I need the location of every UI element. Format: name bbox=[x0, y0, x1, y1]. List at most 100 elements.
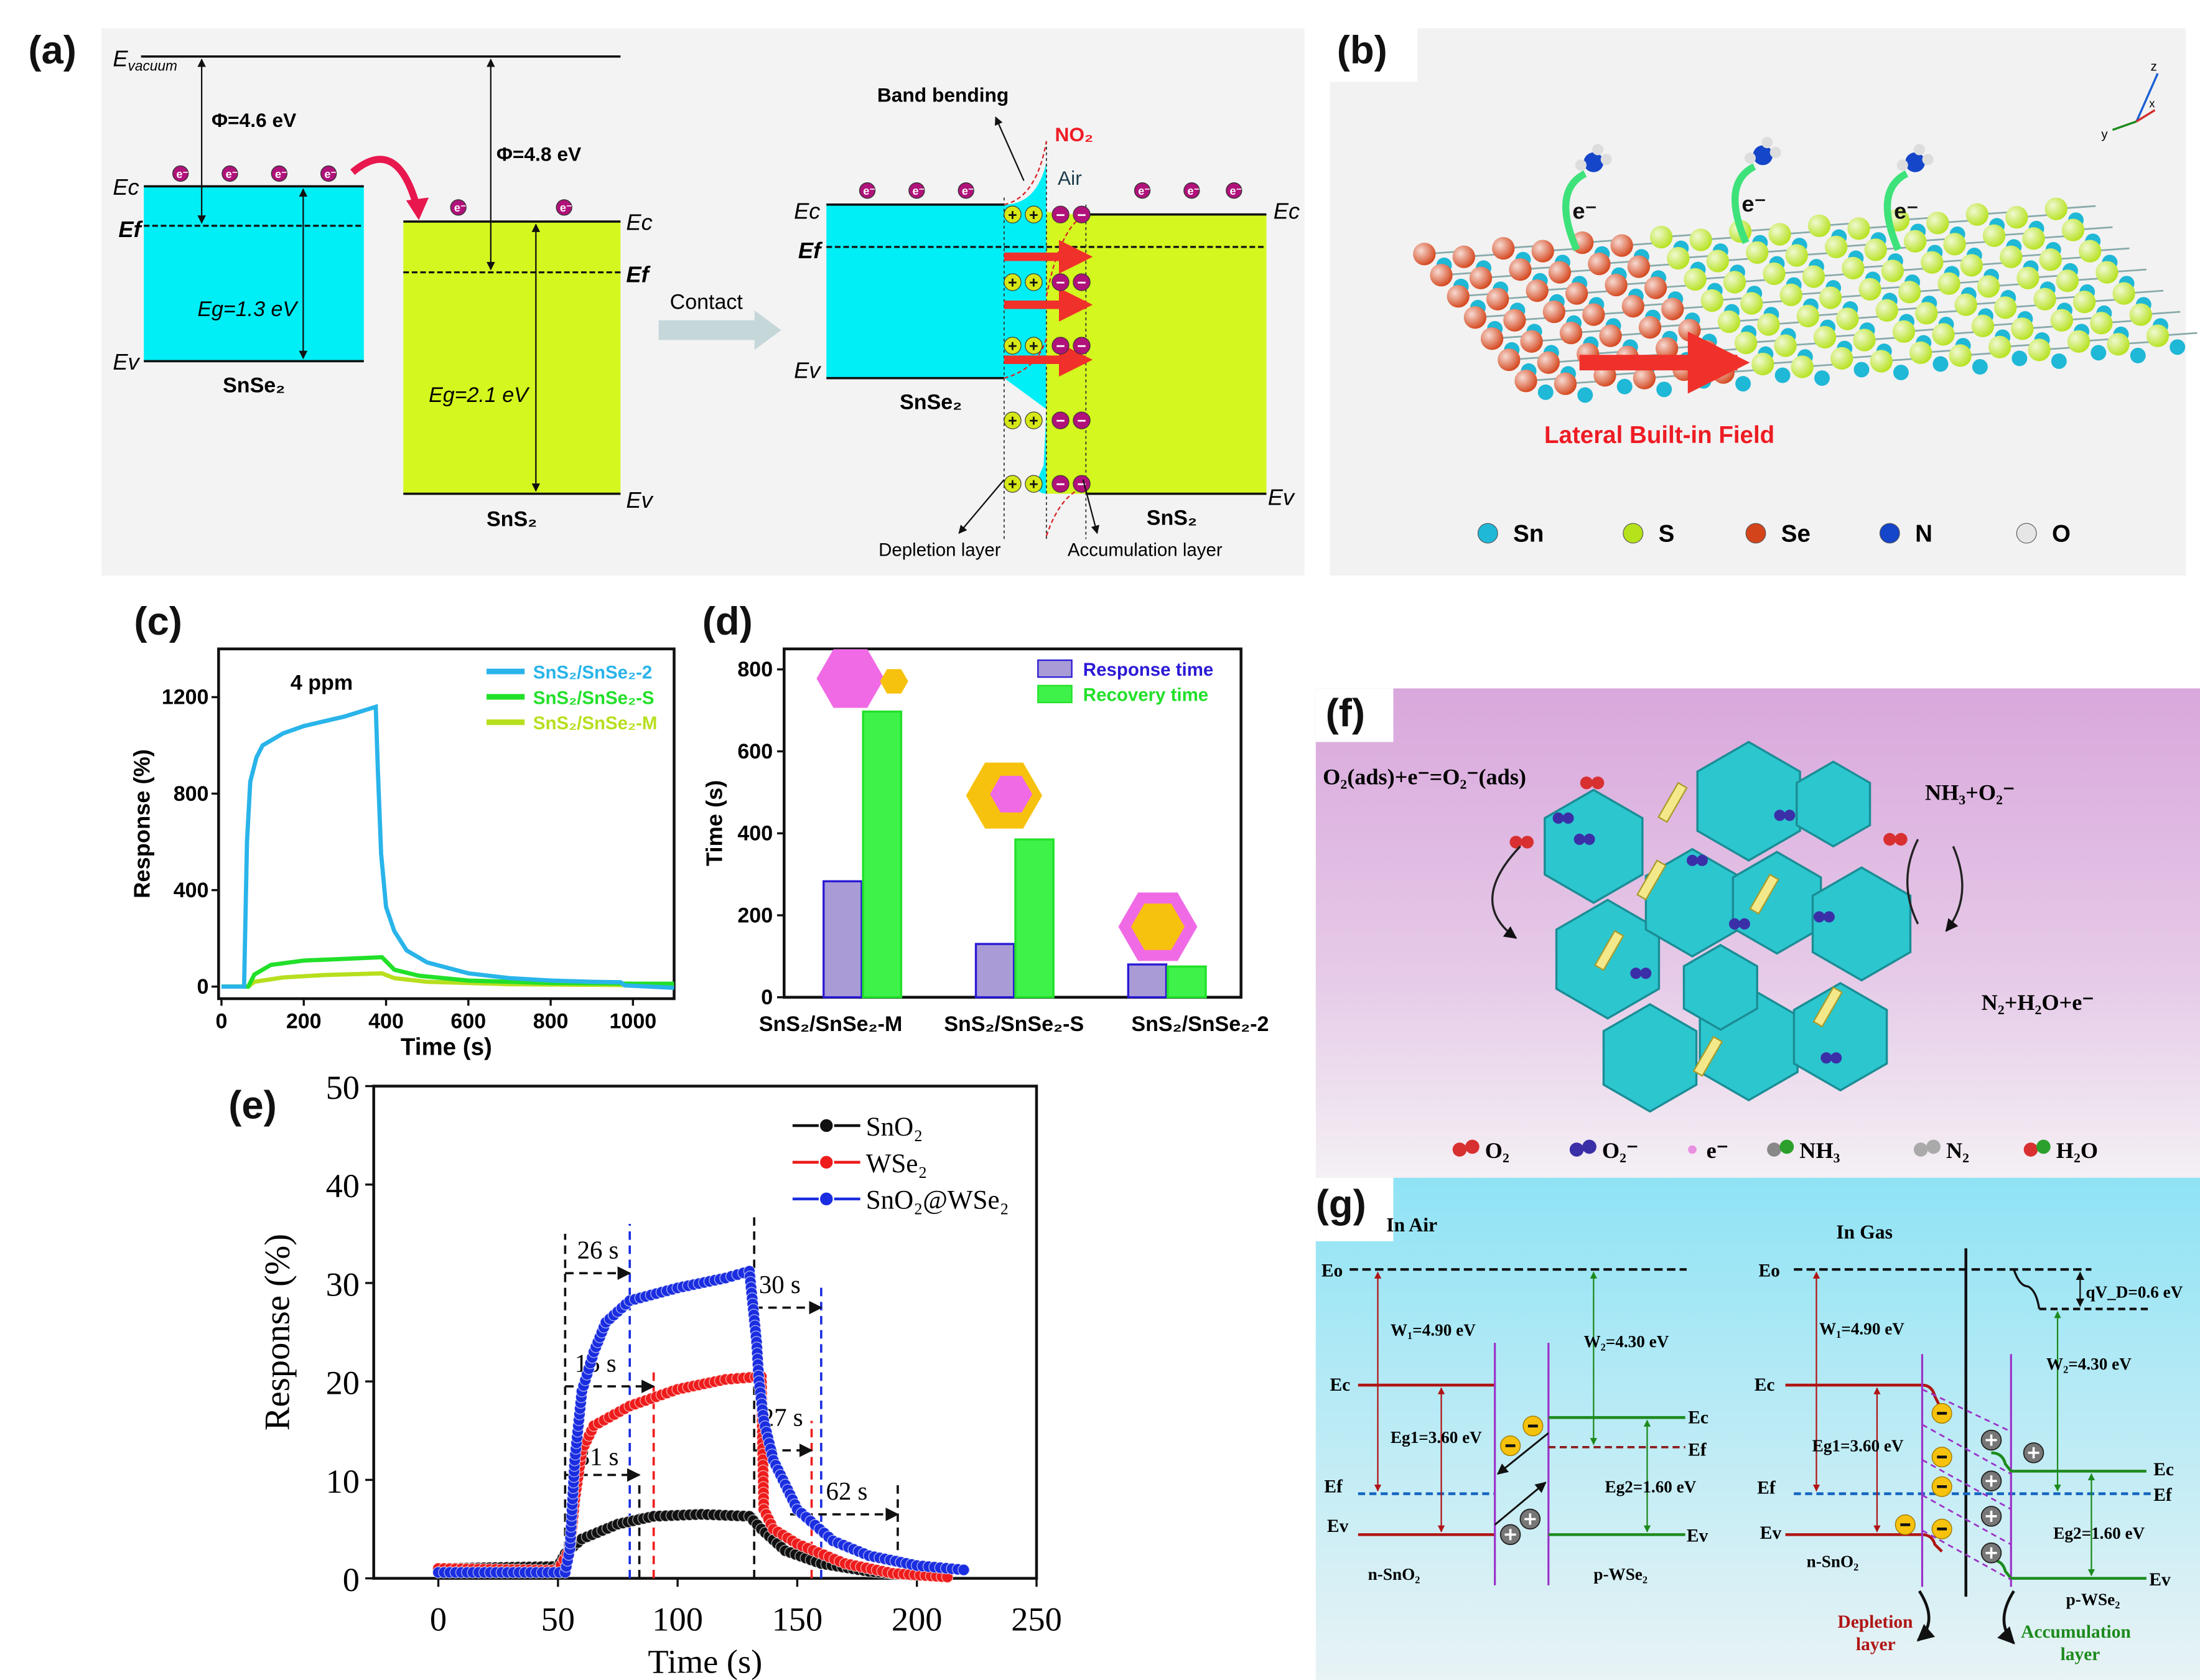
legend-marker bbox=[818, 1118, 834, 1134]
x-category-label: SnS₂/SnSe₂-2 bbox=[1131, 1012, 1269, 1036]
y-tick-label: 800 bbox=[174, 782, 209, 806]
atom-highlight bbox=[1689, 228, 1712, 251]
accumulation-layer-label: layer bbox=[2061, 1645, 2100, 1664]
atom-highlight bbox=[1943, 233, 1966, 256]
ec-label: Ec bbox=[113, 174, 139, 200]
atom-highlight bbox=[1509, 258, 1532, 281]
atom-legend: Sn S Se N O bbox=[1477, 521, 2071, 548]
legend-label: N bbox=[1915, 521, 1932, 548]
y-tick-label: 30 bbox=[326, 1266, 360, 1303]
atom-highlight bbox=[1853, 329, 1876, 352]
charge-symbol: − bbox=[1056, 413, 1065, 430]
y-axis-title: Response (%) bbox=[259, 1234, 297, 1430]
hexagon-nanosheet bbox=[1811, 866, 1912, 982]
bar-recovery bbox=[862, 710, 903, 999]
eg2-label: Eg=2.1 eV bbox=[429, 383, 530, 407]
atom-highlight bbox=[1965, 203, 1988, 226]
atom-highlight bbox=[1514, 370, 1537, 393]
ammonia-reaction-equation: NH₃+O₂⁻ bbox=[1925, 780, 2015, 805]
positive-charge-icon bbox=[1004, 273, 1022, 291]
eg1-label: Eg1=3.60 eV bbox=[1391, 1428, 1482, 1447]
nanorod bbox=[1636, 859, 1667, 901]
atom-highlight bbox=[1858, 278, 1881, 301]
hexagon-nanosheet bbox=[1682, 943, 1758, 1031]
atom-highlight bbox=[2067, 330, 2090, 353]
legend-molecule-icon bbox=[2036, 1139, 2051, 1154]
atom-highlight bbox=[1542, 301, 1565, 324]
ev-label: Ev bbox=[2149, 1570, 2171, 1590]
negative-charge-icon bbox=[1073, 411, 1091, 429]
nanorod bbox=[1812, 986, 1843, 1028]
atom-highlight bbox=[1638, 315, 1662, 339]
x-category-label: SnS₂/SnSe₂-S bbox=[944, 1012, 1084, 1036]
w2-label: W₂=4.30 eV bbox=[1583, 1332, 1669, 1351]
electron-icon bbox=[221, 165, 238, 182]
legend-label: WSe₂ bbox=[866, 1149, 928, 1178]
y-tick-label: 200 bbox=[737, 903, 773, 927]
legend-atom-icon bbox=[1879, 523, 1900, 544]
atom-highlight bbox=[1469, 266, 1493, 289]
heterostructure-lattice bbox=[1413, 197, 2198, 403]
panel-label: (f) bbox=[1326, 692, 1365, 735]
o2-molecule bbox=[1521, 836, 1534, 849]
atom-highlight bbox=[1988, 335, 2011, 358]
atom-highlight bbox=[1520, 330, 1543, 353]
atom-highlight bbox=[1644, 276, 1667, 299]
atom-highlight bbox=[1757, 313, 1780, 336]
nh3-molecules: e⁻ e⁻ e⁻ bbox=[1562, 137, 1934, 251]
eo-label: Eo bbox=[1321, 1261, 1343, 1281]
atom-highlight bbox=[2129, 303, 2152, 326]
electron-symbol: e⁻ bbox=[324, 168, 337, 180]
o2-minus-molecule bbox=[1562, 812, 1574, 824]
electron-icon bbox=[320, 165, 337, 182]
response-chart-c: 0 200 400 600 800 1000 0 400 800 1200 Time (s) Resp… bbox=[129, 647, 676, 1061]
charge-symbol: − bbox=[1056, 338, 1065, 355]
electron-symbol: e⁻ bbox=[1188, 185, 1200, 197]
phi2-label: Φ=4.8 eV bbox=[496, 143, 581, 166]
depletion-region bbox=[1004, 162, 1046, 494]
atom-highlight bbox=[1452, 245, 1475, 268]
o2-molecule bbox=[1509, 836, 1522, 849]
panel-e: (e) 0 50 100 150 200 250 0 10 20 30 40 50 Time (s) Re… bbox=[228, 1069, 1062, 1680]
atom-highlight bbox=[2039, 248, 2062, 271]
eg1-label: Eg=1.3 eV bbox=[197, 297, 299, 321]
atom-highlight bbox=[1921, 251, 1944, 274]
legend-molecule-icon bbox=[2023, 1142, 2038, 1157]
atom-highlight bbox=[1667, 246, 1690, 270]
bar-recovery bbox=[1167, 965, 1207, 999]
sns2-label: SnS₂ bbox=[487, 508, 537, 531]
electron-symbol: e⁻ bbox=[560, 202, 572, 214]
o2-minus-molecule bbox=[1696, 854, 1708, 866]
p-wse2-label: p-WSe₂ bbox=[1593, 1565, 1648, 1584]
atom-highlight bbox=[1492, 237, 1515, 260]
atom-highlight bbox=[1915, 302, 1938, 325]
atom-highlight bbox=[1503, 309, 1526, 332]
y-tick-label: 800 bbox=[737, 658, 773, 681]
atom-highlight bbox=[2073, 291, 2096, 314]
positive-charge-icon bbox=[1025, 337, 1043, 355]
panel-c: (c) 0 200 400 600 800 1000 0 400 800 1200 Time (s)… bbox=[129, 600, 676, 1061]
hexagon-nanosheet bbox=[1602, 1003, 1698, 1113]
hexagon-nanosheet bbox=[1732, 851, 1822, 955]
atom-highlight bbox=[1565, 282, 1588, 305]
ev-label: Ev bbox=[1268, 485, 1295, 510]
electron-symbol: e⁻ bbox=[1230, 185, 1242, 197]
atom-highlight bbox=[1413, 243, 1436, 266]
legend-swatch bbox=[1037, 659, 1073, 678]
legend-swatch bbox=[1037, 684, 1073, 704]
atom-highlight bbox=[1994, 296, 2017, 319]
y-tick-label: 0 bbox=[761, 986, 773, 1009]
legend-label: SnS₂/SnSe₂-M bbox=[533, 713, 658, 734]
depletion-layer-label: Depletion layer bbox=[879, 539, 1001, 560]
ef-label: Ef bbox=[626, 262, 651, 287]
atom-highlight bbox=[1898, 281, 1921, 304]
atom-highlight bbox=[1537, 351, 1560, 374]
w1-label: W₁=4.90 eV bbox=[1819, 1319, 1904, 1338]
positive-charge-icon bbox=[1025, 475, 1043, 493]
atom bbox=[2170, 339, 2186, 355]
atom-highlight bbox=[1582, 303, 1605, 326]
electron-label: e⁻ bbox=[1572, 198, 1596, 224]
x-tick-label: 0 bbox=[216, 1010, 228, 1034]
atom bbox=[1695, 373, 1712, 389]
hydrogen-atom bbox=[1913, 144, 1925, 156]
